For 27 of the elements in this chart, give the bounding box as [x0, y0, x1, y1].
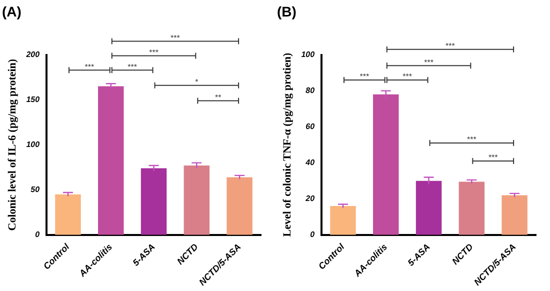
text: ***: [446, 42, 455, 51]
y-tick-label: 0: [310, 230, 316, 240]
y-tick-label: 150: [26, 95, 40, 104]
y-axis-title: Level of colonic TNF-α (pg/mg protien): [281, 52, 294, 237]
chart-title: (A): [2, 3, 22, 20]
annotation: *: [195, 78, 198, 87]
y-tick-label: 0: [35, 230, 40, 240]
y-tick-label: 100: [301, 50, 316, 60]
y-tick-label: 100: [26, 140, 40, 150]
annotation: ***: [128, 62, 137, 72]
annotation: ***: [360, 72, 370, 82]
y-tick-label: 200: [25, 50, 40, 60]
y-tick-label: 20: [304, 194, 316, 204]
y-axis-title: Colonic level of IL-6 (pg/mg protein): [6, 58, 18, 231]
text: ***: [170, 34, 180, 42]
y-tick-label: 60: [306, 122, 316, 132]
chart-title: (B): [277, 3, 296, 20]
annotation: ***: [402, 72, 412, 82]
annotation: ***: [84, 62, 94, 72]
annotation: ***: [488, 153, 498, 162]
y-tick-label: 40: [304, 158, 316, 168]
annotation: ***: [466, 135, 476, 144]
y-tick-label: 50: [30, 185, 40, 194]
annotation: ***: [424, 58, 434, 67]
annotation: **: [214, 92, 222, 102]
annotation: ***: [149, 48, 158, 57]
y-tick-label: 80: [306, 86, 316, 96]
